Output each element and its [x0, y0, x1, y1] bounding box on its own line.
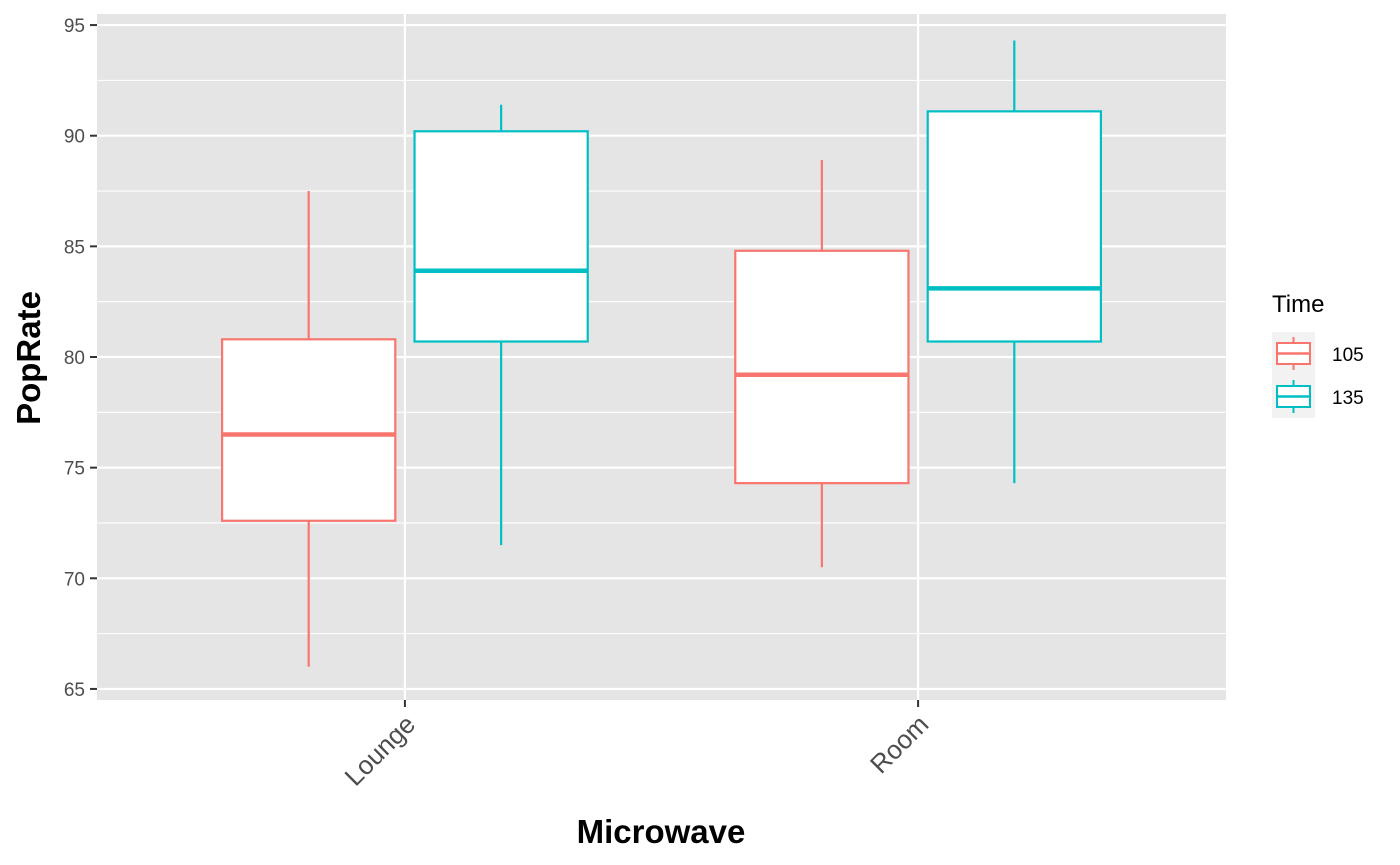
x-tick-label: Lounge	[339, 709, 422, 792]
y-tick-label: 95	[64, 16, 85, 37]
box-body	[734, 249, 910, 485]
box-room-105	[734, 160, 910, 568]
legend-key-135: 135	[1272, 375, 1364, 418]
legend: Time 105 135	[1272, 291, 1364, 418]
legend-key-105: 105	[1272, 332, 1364, 375]
y-tick-label: 90	[64, 127, 85, 148]
y-tick-label: 85	[64, 237, 85, 258]
box-body	[413, 130, 589, 343]
box-lounge-135	[413, 104, 589, 546]
box-room-135	[926, 40, 1103, 484]
x-tick-label: Room	[864, 709, 934, 779]
y-axis-title: PopRate	[10, 291, 47, 425]
legend-title: Time	[1272, 291, 1324, 318]
x-axis: Lounge Room	[339, 700, 934, 792]
y-tick-label: 80	[64, 348, 85, 369]
x-axis-title: Microwave	[577, 813, 746, 850]
boxes-layer	[220, 40, 1103, 667]
y-tick-label: 75	[64, 459, 85, 480]
y-axis: 65 70 75 80 85 90 95	[64, 16, 97, 701]
box-body	[220, 338, 397, 522]
y-tick-label: 70	[64, 569, 85, 590]
y-tick-label: 65	[64, 680, 85, 701]
box-body	[926, 110, 1103, 343]
legend-label: 135	[1332, 388, 1364, 409]
box-lounge-105	[220, 191, 397, 667]
legend-label: 105	[1332, 345, 1364, 366]
